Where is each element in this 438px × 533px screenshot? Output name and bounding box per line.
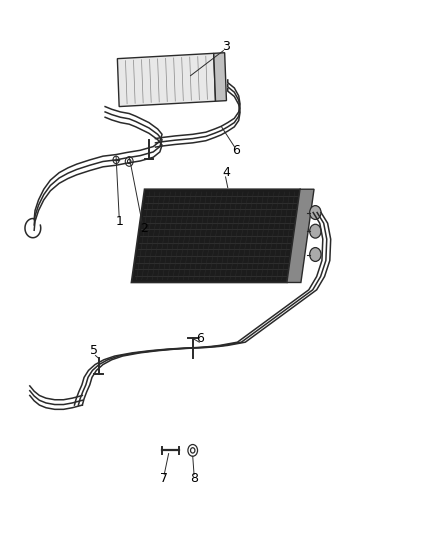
Polygon shape (214, 53, 226, 101)
Text: 7: 7 (160, 472, 168, 485)
Circle shape (188, 445, 198, 456)
Text: 6: 6 (233, 144, 240, 157)
Text: 4: 4 (222, 166, 230, 179)
Circle shape (113, 156, 119, 164)
Circle shape (191, 448, 195, 453)
Polygon shape (117, 53, 215, 107)
Circle shape (310, 224, 321, 238)
Circle shape (127, 159, 131, 164)
Circle shape (310, 247, 321, 261)
Circle shape (125, 157, 133, 166)
Text: 3: 3 (222, 41, 230, 53)
Polygon shape (131, 189, 300, 282)
Text: 1: 1 (115, 215, 123, 228)
Text: 5: 5 (90, 344, 98, 357)
Text: 6: 6 (196, 332, 204, 345)
Polygon shape (287, 189, 314, 282)
Circle shape (310, 206, 321, 220)
Text: 8: 8 (190, 472, 198, 485)
Text: 2: 2 (141, 222, 148, 235)
